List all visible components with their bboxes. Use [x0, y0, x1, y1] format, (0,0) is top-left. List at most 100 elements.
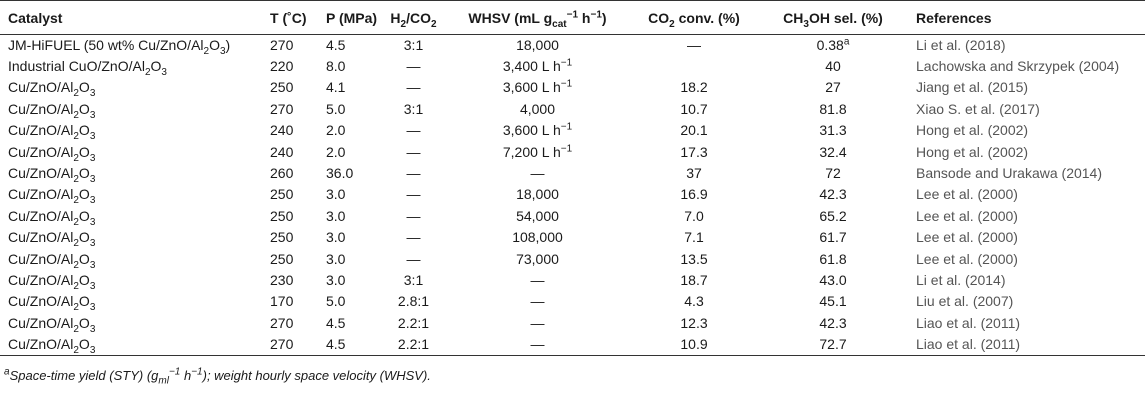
- whsv-cell: —: [530, 271, 545, 288]
- subscript: 2: [669, 18, 675, 30]
- subscript: 2: [73, 173, 79, 185]
- co2-conversion-cell: 7.1: [684, 229, 704, 246]
- text-run: O: [78, 335, 90, 352]
- h2-co2-ratio-cell: 2.8:1: [397, 293, 430, 310]
- text-run: O: [78, 122, 90, 139]
- text-run: 3,600 L h: [502, 122, 561, 139]
- temperature-cell: 270: [270, 314, 294, 331]
- co2-conversion-cell: 7.0: [684, 207, 704, 224]
- text-run: Cu/ZnO/Al: [8, 271, 74, 288]
- text-run: O: [78, 143, 90, 160]
- data-table: Catalyst T (˚C) P (MPa) H 2/CO 2 WHSV (mL gcat…: [0, 0, 1145, 356]
- h2-co2-ratio-cell: —: [406, 143, 421, 160]
- superscript: −1: [168, 366, 181, 378]
- text-run: O: [78, 79, 90, 96]
- table-row: Cu/ZnO/Al2O3 250 3.0 — 54,000 7.0 65.2 Lee et a…: [0, 206, 1145, 227]
- co2-conversion-cell: 16.9: [680, 186, 708, 203]
- temperature-cell: 250: [270, 229, 294, 246]
- text-run: O: [78, 100, 90, 117]
- subscript: ml: [158, 375, 169, 387]
- h2-co2-ratio-cell: 3:1: [403, 36, 424, 53]
- text-run: Cu/ZnO/Al: [8, 186, 74, 203]
- co2-conversion-cell: [630, 56, 758, 77]
- column-header: CH3OH sel. (%): [758, 0, 908, 35]
- ch3oh-selectivity-cell: 43.0: [819, 271, 847, 288]
- subscript: 3: [89, 280, 96, 292]
- column-header: P (MPa): [318, 0, 382, 35]
- whsv-cell: 4,000: [519, 100, 556, 117]
- pressure-cell: 3.0: [326, 271, 346, 288]
- footnote: aSpace-time yield (STY) (gml−1 h−1); wei…: [4, 366, 1145, 387]
- catalyst-cell: JM-HiFUEL (50 wt% Cu/ZnO/Al2O3): [0, 35, 262, 56]
- reference-cell: Xiao S. et al. (2017): [916, 100, 1040, 117]
- ch3oh-selectivity-cell: 72: [825, 165, 841, 182]
- catalyst-cell: Cu/ZnO/Al2O3: [0, 77, 262, 98]
- text-run: 3,400 L h: [502, 58, 561, 75]
- whsv-cell: 7,200 L h−1: [445, 141, 630, 162]
- temperature-cell: 170: [270, 293, 294, 310]
- superscript: −1: [560, 57, 573, 69]
- temperature-cell: 220: [270, 58, 294, 75]
- reference-cell: Li et al. (2018): [916, 36, 1006, 53]
- text-run: /CO: [406, 9, 431, 26]
- pressure-cell: 4.1: [326, 79, 346, 96]
- reference-cell: Hong et al. (2002): [916, 122, 1029, 139]
- subscript: 3: [89, 131, 96, 143]
- temperature-cell: 260: [270, 165, 294, 182]
- subscript: 3: [89, 173, 96, 185]
- text-run: ): [601, 9, 607, 26]
- h2-co2-ratio-cell: —: [406, 186, 421, 203]
- subscript: 3: [89, 344, 96, 356]
- pressure-cell: 4.5: [318, 333, 382, 356]
- column-header: T (˚C): [262, 0, 318, 35]
- text-run: O: [78, 271, 90, 288]
- subscript: 2: [73, 280, 79, 292]
- table-row: Cu/ZnO/Al2O3 270 5.0 3:1 4,000 10.7 81.8 Xiao S…: [0, 99, 1145, 120]
- ch3oh-selectivity-cell: 27: [825, 79, 841, 96]
- catalyst-cell: Cu/ZnO/Al2O3: [0, 227, 262, 248]
- pressure-cell: 5.0: [326, 293, 346, 310]
- subscript: 2: [73, 302, 79, 314]
- co2-conversion-cell: 20.1: [680, 122, 708, 139]
- column-header: Catalyst: [0, 0, 262, 35]
- text-run: Industrial CuO/ZnO/Al: [8, 58, 145, 75]
- subscript: 2: [73, 323, 79, 335]
- column-header: References: [908, 0, 1145, 35]
- table-row: Industrial CuO/ZnO/Al2O3 220 8.0 — 3,400 L h…: [0, 56, 1145, 77]
- temperature-cell: 230: [270, 271, 294, 288]
- whsv-cell: —: [445, 333, 630, 356]
- h2-co2-ratio-cell: —: [406, 122, 421, 139]
- reference-cell: Lee et al. (2000): [916, 186, 1018, 203]
- text-run: 7,200 L h: [502, 143, 561, 160]
- text-run: H: [390, 9, 401, 26]
- pressure-cell: 3.0: [326, 186, 346, 203]
- text-run: OH sel. (%): [808, 9, 883, 26]
- superscript: −1: [560, 78, 573, 90]
- text-run: Cu/ZnO/Al: [8, 250, 74, 267]
- text-run: ); weight hourly space velocity (WHSV).: [202, 367, 431, 383]
- catalyst-cell: Cu/ZnO/Al2O3: [0, 291, 262, 312]
- pressure-cell: 3.0: [326, 207, 346, 224]
- co2-conversion-cell: 4.3: [684, 293, 704, 310]
- column-header: WHSV (mL gcat−1 h−1): [445, 0, 630, 35]
- h2-co2-ratio-cell: 2.2:1: [397, 314, 430, 331]
- h2-co2-ratio-cell: —: [406, 229, 421, 246]
- table-row: Cu/ZnO/Al2O3 250 3.0 — 73,000 13.5 61.8 Lee et …: [0, 248, 1145, 271]
- subscript: 2: [73, 259, 79, 271]
- subscript: 3: [89, 323, 96, 335]
- temperature-cell: 240: [270, 143, 294, 160]
- co2-conversion-cell: 18.7: [680, 271, 708, 288]
- catalyst-cell: Cu/ZnO/Al2O3: [0, 270, 262, 291]
- table-row: Cu/ZnO/Al2O3 250 3.0 — 108,000 7.1 61.7 Lee et …: [0, 227, 1145, 248]
- whsv-cell: 18,000: [516, 186, 559, 203]
- ch3oh-selectivity-cell: 81.8: [819, 100, 847, 117]
- ch3oh-selectivity-cell: 40: [825, 58, 841, 75]
- co2-conversion-cell: 10.9: [630, 333, 758, 356]
- subscript: 3: [219, 45, 226, 57]
- ch3oh-selectivity-cell: 45.1: [819, 293, 847, 310]
- catalyst-cell: Cu/ZnO/Al2O3: [0, 333, 262, 356]
- text-run: Cu/ZnO/Al: [8, 165, 74, 182]
- ch3oh-selectivity-cell: 61.7: [819, 229, 847, 246]
- reference-cell: Lee et al. (2000): [916, 250, 1018, 267]
